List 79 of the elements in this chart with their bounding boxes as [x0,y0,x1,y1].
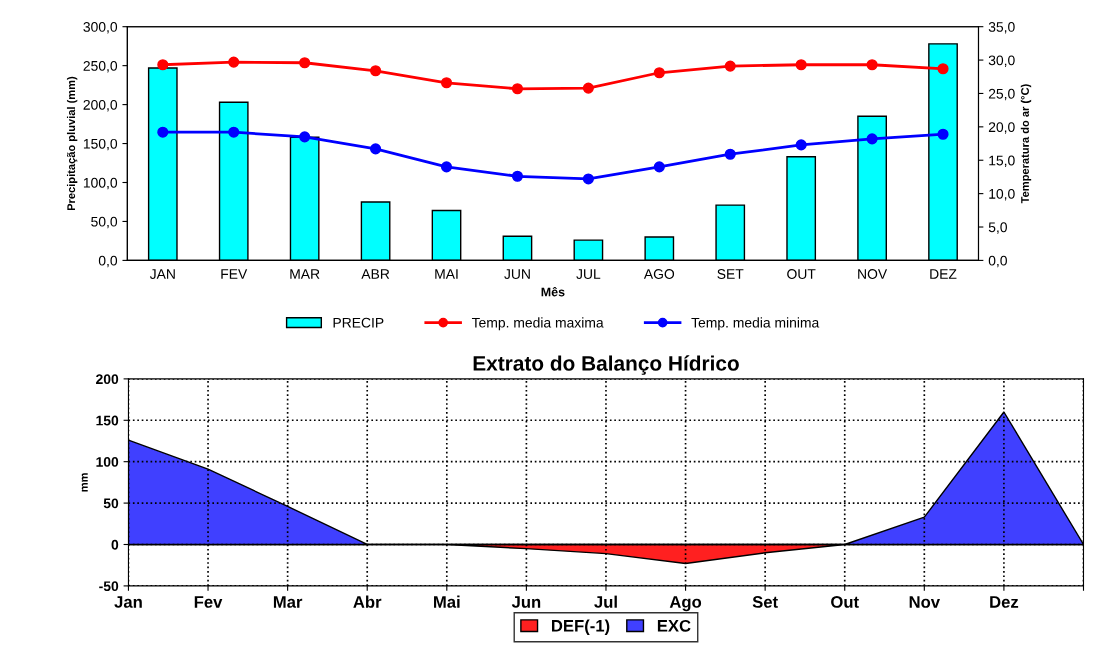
x-tick-label: Jun [511,596,541,608]
legend-label: DEF(-1) [551,619,610,636]
point [937,128,949,140]
x-tick-label: AGO [643,269,675,279]
point [228,56,240,68]
y-tick-label: 100 [96,457,119,467]
legend-label: Temp. media minima [691,317,820,331]
x-tick-label: JUN [504,269,530,279]
y-tick-label: 150,0 [83,138,118,151]
x-tick-label: Abr [353,595,382,608]
x-tick-label: Mai [434,595,460,608]
legend-label: EXC [657,619,691,632]
y2-tick-label: 20,0 [988,122,1015,134]
y-axis-title: mm [81,473,88,492]
x-tick-label: OUT [787,269,816,279]
x-tick-label: Mar [273,596,303,608]
point [937,63,949,75]
point [299,131,311,143]
x-tick-label: ABR [361,269,390,279]
point [582,173,594,185]
point [724,60,736,72]
point [795,139,807,151]
point [157,126,169,138]
y-tick-label: 150 [96,415,119,426]
y2-axis-title: Temperatura do ar (°C) [1020,84,1032,204]
point [157,59,169,71]
y-axis-title: Precipitação pluvial (mm) [66,76,78,211]
x-tick-label: SET [717,269,744,279]
y2-tick-label: 10,0 [989,188,1015,201]
y-tick-label: 200 [96,374,119,385]
point [724,148,736,160]
x-tick-label: Out [831,596,859,608]
y2-tick-label: 35,0 [988,22,1015,34]
legend-label: PRECIP [333,317,384,328]
y-tick-label: 200,0 [83,99,118,112]
x-tick-label: JAN [149,269,175,279]
y2-tick-label: 30,0 [988,55,1015,67]
x-tick-label: Jul [594,595,617,608]
y-tick-label: 50 [103,498,119,509]
y-tick-label: -50 [99,581,119,592]
y-tick-label: 0,0 [98,255,118,268]
y-tick-label: 300,0 [83,22,118,34]
x-tick-label: Ago [669,596,702,612]
point [440,161,453,173]
point [866,59,878,71]
x-tick-label: Dez [990,596,1019,608]
point [653,67,665,79]
y-tick-label: 50,0 [91,216,118,229]
y-tick-label: 250,0 [83,60,118,73]
point [866,133,878,145]
y-tick-label: 0 [111,539,119,550]
chart-title: Extrato do Balanço Hídrico [473,355,739,375]
y2-tick-label: 0,0 [988,255,1007,268]
point [511,83,524,95]
point [370,143,382,155]
x-tick-label: MAI [435,269,458,279]
x-tick-label: Set [752,596,778,608]
y2-tick-label: 15,0 [989,155,1015,168]
x-tick-label: NOV [858,269,888,279]
x-tick-label: MAR [290,269,320,279]
point [299,57,311,69]
y2-tick-label: 5,0 [988,222,1007,234]
x-tick-label: Fev [194,596,223,608]
point [582,82,594,94]
x-tick-label: FEV [221,269,248,279]
x-tick-label: Jan [114,596,142,608]
point [440,77,453,89]
x-axis-title: Mês [541,286,565,297]
x-tick-label: DEZ [930,269,957,279]
point [653,161,665,173]
point [795,59,807,71]
y2-tick-label: 25,0 [988,88,1015,101]
point [228,126,240,138]
x-tick-label: JUL [576,269,601,279]
point [511,170,524,182]
point [370,65,382,77]
x-tick-label: Nov [909,596,940,608]
y-tick-label: 100,0 [83,177,118,190]
legend-label: Temp. media maxima [471,317,604,331]
